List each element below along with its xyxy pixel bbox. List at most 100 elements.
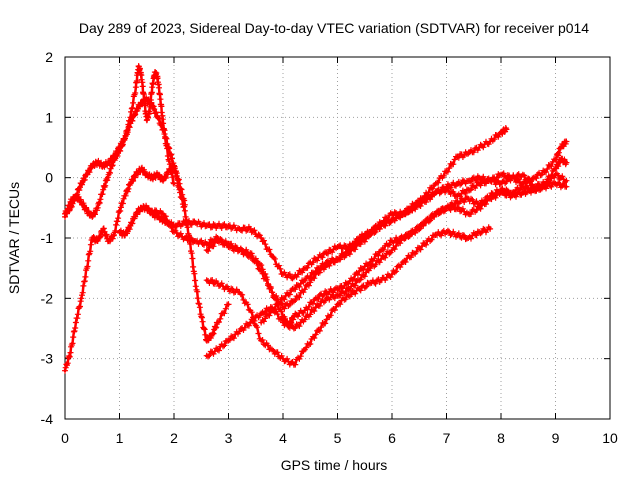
data-point <box>303 309 307 312</box>
data-point <box>216 224 220 228</box>
data-point <box>216 348 220 352</box>
data-point <box>477 230 481 234</box>
data-point <box>390 239 394 243</box>
data-point <box>379 257 383 261</box>
data-point <box>259 312 263 315</box>
data-point <box>248 309 252 312</box>
data-point <box>559 146 563 149</box>
data-point <box>532 176 536 180</box>
data-point <box>134 173 138 177</box>
data-point <box>178 188 181 192</box>
y-axis-label: SDTVAR / TECUs <box>6 182 22 294</box>
y-tick-label: -3 <box>41 351 54 367</box>
data-point <box>96 239 100 243</box>
x-tick-label: 4 <box>279 430 287 446</box>
data-point <box>150 209 154 213</box>
data-point <box>325 290 329 294</box>
y-tick-label: 0 <box>45 170 53 186</box>
data-point <box>259 339 263 343</box>
data-point <box>488 140 492 143</box>
data-point <box>357 242 361 246</box>
data-point <box>466 179 470 183</box>
data-point <box>118 149 121 152</box>
data-point <box>238 248 241 252</box>
data-point <box>466 188 470 192</box>
data-point <box>134 85 138 89</box>
data-point <box>499 191 503 195</box>
data-point <box>554 182 557 186</box>
data-point <box>488 197 492 201</box>
data-point <box>292 275 296 279</box>
data-point <box>205 248 209 252</box>
data-point <box>161 179 165 183</box>
data-point <box>357 287 361 291</box>
data-point <box>281 272 285 276</box>
data-point <box>477 206 481 210</box>
data-point <box>150 85 154 89</box>
data-point <box>205 224 209 228</box>
data-point <box>543 170 546 174</box>
data-point <box>156 115 160 119</box>
data-point <box>456 206 459 210</box>
data-point <box>205 242 209 246</box>
x-tick-label: 9 <box>552 430 560 446</box>
series-9 <box>258 138 570 326</box>
data-point <box>565 161 568 165</box>
data-point <box>314 333 318 336</box>
data-point <box>227 303 230 306</box>
data-point <box>69 200 72 204</box>
data-point <box>565 179 568 183</box>
data-point <box>183 236 187 240</box>
data-point <box>434 182 438 186</box>
data-point <box>142 97 146 101</box>
data-point <box>172 230 176 234</box>
data-point <box>118 209 121 213</box>
y-tick-label: 2 <box>45 49 53 65</box>
data-point <box>69 351 72 355</box>
data-point <box>466 236 470 240</box>
data-point <box>129 182 132 186</box>
axis-ticks <box>64 56 611 420</box>
data-point <box>85 173 89 177</box>
data-point <box>445 170 448 174</box>
data-point <box>347 293 350 297</box>
data-point <box>156 76 160 80</box>
series-2 <box>62 63 177 220</box>
data-point <box>292 287 296 291</box>
data-point <box>390 248 394 252</box>
data-point <box>456 233 459 237</box>
data-point <box>521 173 525 177</box>
data-point <box>521 182 525 186</box>
data-point <box>554 167 557 171</box>
data-point <box>259 321 263 324</box>
data-point <box>423 242 427 246</box>
data-point <box>139 100 143 104</box>
data-point <box>148 109 151 113</box>
data-point <box>248 227 252 231</box>
data-point <box>412 206 416 210</box>
data-point <box>314 296 318 300</box>
data-point <box>390 212 394 216</box>
data-point <box>90 215 94 219</box>
data-point <box>434 212 438 216</box>
data-point <box>145 206 149 210</box>
data-point <box>161 218 165 222</box>
data-point <box>123 233 127 237</box>
data-point <box>96 206 100 210</box>
data-point <box>85 209 89 213</box>
data-point <box>281 315 285 318</box>
data-point <box>150 176 154 180</box>
data-point <box>129 115 132 119</box>
data-point <box>194 239 198 243</box>
data-point <box>96 161 100 165</box>
chart-title: Day 289 of 2023, Sidereal Day-to-day VTE… <box>79 20 589 36</box>
data-point <box>543 185 546 189</box>
data-point <box>554 173 557 177</box>
data-point <box>248 321 252 324</box>
data-point <box>423 221 427 225</box>
data-point <box>499 131 503 134</box>
data-point <box>134 109 138 113</box>
data-point <box>379 248 383 252</box>
data-point <box>412 230 416 234</box>
